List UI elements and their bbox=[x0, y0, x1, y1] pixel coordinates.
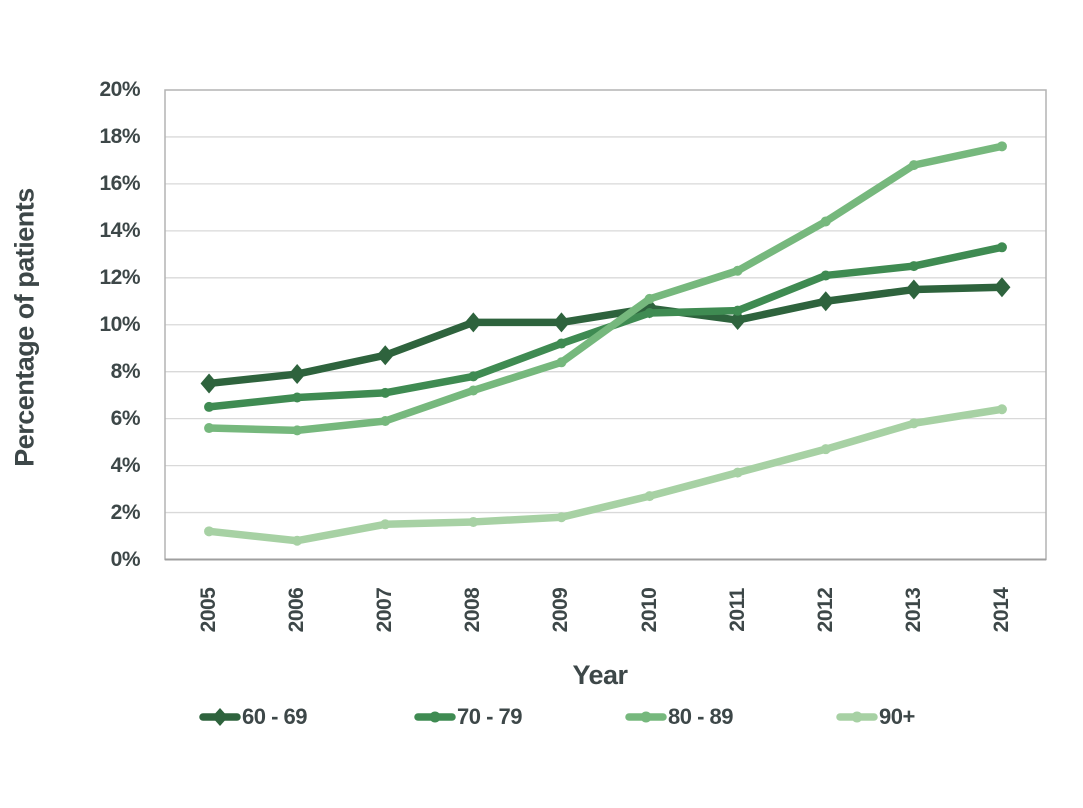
x-axis-title: Year bbox=[572, 660, 628, 690]
legend-marker-icon bbox=[625, 711, 667, 723]
data-point-marker bbox=[729, 310, 747, 331]
data-point-marker bbox=[996, 404, 1007, 415]
data-point-marker bbox=[204, 526, 215, 537]
data-point-marker bbox=[817, 291, 835, 312]
data-point-marker bbox=[292, 425, 303, 436]
data-point-marker bbox=[468, 371, 479, 382]
data-point-marker bbox=[556, 357, 567, 368]
data-point-marker bbox=[556, 512, 567, 523]
data-point-marker bbox=[468, 516, 479, 527]
data-point-marker bbox=[732, 305, 743, 316]
x-tick-label: 2006 bbox=[285, 587, 309, 633]
data-point-marker bbox=[820, 270, 831, 281]
legend-marker-icon bbox=[414, 711, 456, 723]
data-point-marker bbox=[380, 415, 391, 426]
data-point-marker bbox=[908, 261, 919, 272]
data-point-marker bbox=[993, 277, 1011, 298]
data-point-marker bbox=[996, 242, 1007, 253]
y-tick-label: 2% bbox=[110, 500, 141, 524]
data-point-marker bbox=[996, 141, 1007, 152]
data-point-marker bbox=[556, 338, 567, 349]
x-tick-label: 2011 bbox=[725, 588, 749, 632]
data-point-marker bbox=[644, 308, 655, 319]
data-point-marker bbox=[380, 387, 391, 398]
x-tick-label: 2008 bbox=[461, 587, 485, 633]
data-point-marker bbox=[292, 535, 303, 546]
y-tick-label: 10% bbox=[99, 312, 140, 336]
data-point-marker bbox=[204, 401, 215, 412]
y-tick-label: 8% bbox=[110, 359, 141, 383]
legend-item-80-89: 80 - 89 bbox=[625, 702, 734, 732]
data-point-marker bbox=[732, 467, 743, 478]
x-tick-label: 2014 bbox=[989, 587, 1013, 633]
legend-label: 70 - 79 bbox=[457, 704, 523, 729]
data-point-marker bbox=[292, 392, 303, 403]
y-tick-label: 14% bbox=[99, 218, 140, 242]
data-point-marker bbox=[820, 216, 831, 227]
y-tick-label: 12% bbox=[99, 265, 140, 289]
x-tick-label: 2007 bbox=[373, 587, 397, 633]
legend-label: 80 - 89 bbox=[668, 704, 734, 729]
x-tick-label: 2009 bbox=[549, 587, 573, 633]
data-point-marker bbox=[468, 385, 479, 396]
data-point-marker bbox=[200, 373, 218, 394]
data-point-marker bbox=[908, 160, 919, 171]
data-point-marker bbox=[464, 312, 482, 333]
legend: 60 - 69 70 - 79 80 - 89 90+ bbox=[0, 702, 1083, 736]
x-tick-label: 2010 bbox=[637, 587, 661, 633]
y-tick-label: 0% bbox=[110, 547, 141, 571]
data-point-marker bbox=[732, 265, 743, 276]
legend-label: 60 - 69 bbox=[242, 704, 308, 729]
legend-marker-icon bbox=[199, 708, 241, 726]
data-point-marker bbox=[380, 519, 391, 530]
data-point-marker bbox=[204, 423, 215, 434]
data-point-marker bbox=[552, 312, 570, 333]
y-tick-label: 18% bbox=[99, 124, 140, 148]
legend-item-90+: 90+ bbox=[836, 702, 915, 732]
data-point-marker bbox=[288, 364, 306, 385]
y-tick-label: 20% bbox=[99, 78, 140, 101]
data-point-marker bbox=[644, 491, 655, 502]
series-line-80-89 bbox=[205, 142, 1006, 435]
x-tick-label: 2013 bbox=[901, 587, 925, 633]
series-line-90+ bbox=[205, 405, 1006, 545]
y-tick-label: 6% bbox=[110, 406, 141, 430]
series-line-60-69 bbox=[205, 283, 1006, 388]
legend-label: 90+ bbox=[879, 704, 915, 729]
x-tick-label: 2012 bbox=[813, 587, 837, 633]
legend-marker-icon bbox=[836, 711, 878, 723]
data-point-marker bbox=[644, 293, 655, 304]
x-tick-label: 2005 bbox=[197, 587, 221, 633]
y-tick-label: 16% bbox=[99, 171, 140, 195]
data-point-marker bbox=[376, 345, 394, 366]
data-point-marker bbox=[908, 418, 919, 429]
legend-item-70-79: 70 - 79 bbox=[414, 702, 523, 732]
data-point-marker bbox=[905, 279, 923, 300]
y-tick-label: 4% bbox=[110, 453, 141, 477]
data-point-marker bbox=[820, 444, 831, 455]
legend-item-60-69: 60 - 69 bbox=[199, 702, 308, 732]
